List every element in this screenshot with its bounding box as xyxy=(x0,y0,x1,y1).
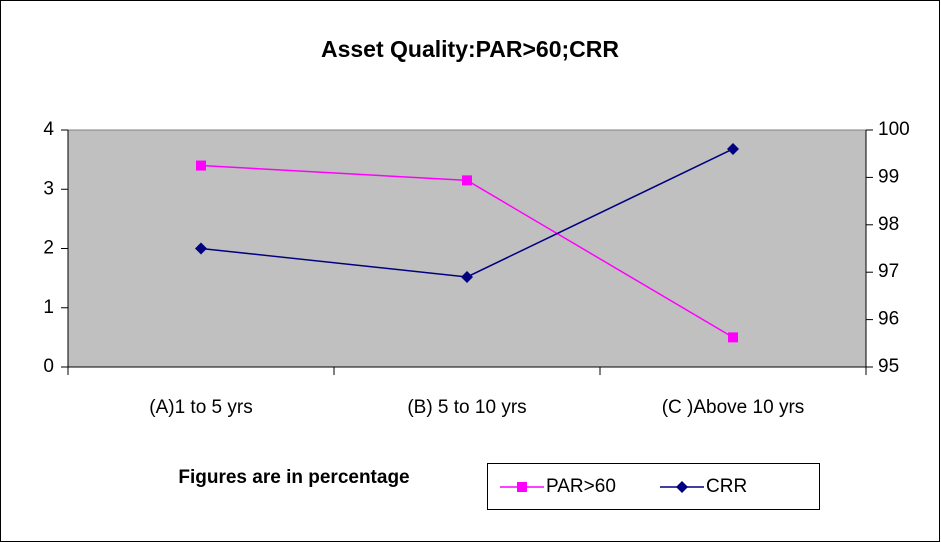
y-tick-label: 4 xyxy=(43,119,54,140)
data-point xyxy=(728,332,738,343)
x-tick-label: (C )Above 10 yrs xyxy=(662,397,805,418)
legend-marker xyxy=(517,482,527,492)
data-point xyxy=(196,160,206,171)
data-point xyxy=(461,270,473,283)
y2-tick-label: 100 xyxy=(878,119,910,140)
x-tick-label: (A)1 to 5 yrs xyxy=(149,397,252,418)
legend-marker xyxy=(676,481,688,493)
x-tick-label: (B) 5 to 10 yrs xyxy=(407,397,526,418)
y-tick-label: 1 xyxy=(43,297,54,318)
y2-tick-label: 96 xyxy=(878,309,899,330)
y-tick-label: 2 xyxy=(43,238,54,259)
legend-label: CRR xyxy=(706,476,747,497)
data-point xyxy=(195,242,207,255)
legend-label: PAR>60 xyxy=(546,476,616,497)
annotation: Figures are in percentage xyxy=(178,467,409,488)
y2-tick-label: 99 xyxy=(878,166,899,187)
chart-title: Asset Quality:PAR>60;CRR xyxy=(321,36,619,62)
data-point xyxy=(727,142,739,155)
y2-tick-label: 97 xyxy=(878,261,899,282)
y-tick-label: 3 xyxy=(43,178,54,199)
y2-tick-label: 95 xyxy=(878,356,899,377)
y2-tick-label: 98 xyxy=(878,214,899,235)
data-point xyxy=(462,175,472,186)
y-tick-label: 0 xyxy=(43,356,54,377)
plot-area xyxy=(67,129,867,368)
